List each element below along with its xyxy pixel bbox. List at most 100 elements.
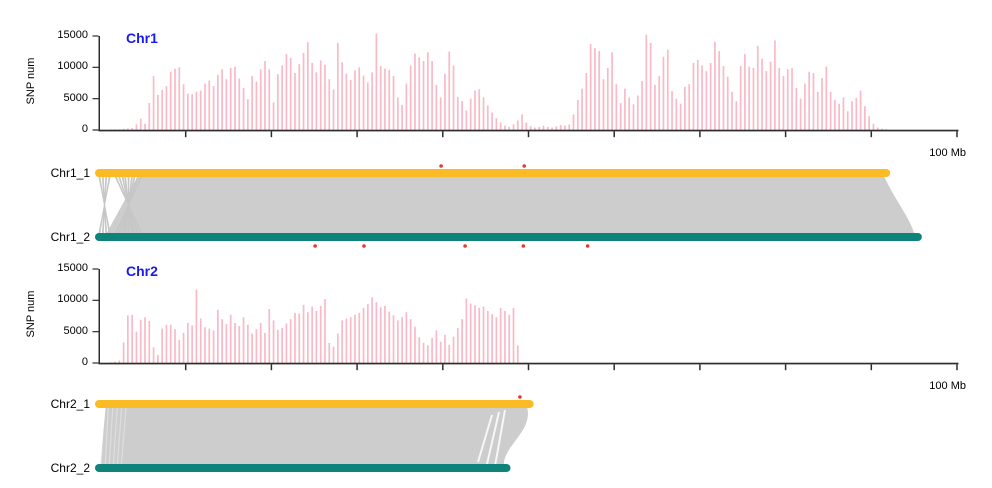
snp-bar [594, 47, 596, 131]
snp-bar [319, 305, 322, 363]
snp-bar [529, 126, 532, 130]
x-axis-tick [527, 364, 530, 371]
snp-bar [246, 324, 249, 363]
snp-bar [204, 83, 206, 130]
snp-bar [221, 69, 223, 130]
y-axis-tick [92, 35, 99, 37]
snp-bar [859, 90, 862, 130]
snp-bar [748, 66, 751, 130]
snp-bar [174, 329, 176, 363]
snp-bar [306, 312, 309, 363]
snp-bar [195, 91, 198, 130]
snp-bar [114, 361, 116, 363]
snp-bar [521, 114, 523, 130]
snp-bar [396, 320, 399, 363]
snp-bar [452, 336, 455, 363]
snp-bar [838, 103, 841, 130]
snp-bar [461, 101, 463, 130]
snp-bar [701, 65, 703, 130]
panel-title-chr2: Chr2 [126, 263, 158, 279]
snp-bar [328, 342, 331, 363]
snp-bar [804, 83, 806, 130]
snp-bar [769, 61, 772, 131]
x-axis-tick [613, 364, 615, 371]
x-axis-tick [527, 131, 530, 138]
snp-bar [379, 66, 382, 130]
snp-bar [216, 74, 219, 130]
ribbon-alignment-line [102, 171, 107, 239]
chromosome-bar-hap2 [95, 233, 922, 241]
snp-bar [675, 98, 678, 130]
synteny-ribbon [104, 172, 916, 238]
snp-bar [666, 49, 669, 130]
snp-bar [182, 332, 185, 363]
snp-bar [624, 88, 626, 130]
ribbon-alignment-line [127, 171, 130, 239]
panel-title-chr1: Chr1 [126, 30, 158, 46]
snp-bar [559, 124, 562, 130]
snp-bar [705, 71, 708, 130]
snp-bar [555, 126, 558, 130]
ribbon-alignment-line [124, 171, 133, 239]
ribbon-alignment-line [101, 171, 108, 239]
snp-bar [199, 318, 202, 363]
snp-bar [516, 120, 519, 130]
snp-bar [396, 97, 399, 130]
y-tick-label: 15000 [57, 29, 88, 41]
snp-bar [465, 110, 468, 130]
snp-bar [542, 125, 545, 130]
snp-bar [238, 326, 241, 363]
snp-bar [692, 62, 695, 130]
snp-bar [611, 52, 613, 130]
y-tick-label: 10000 [57, 293, 88, 305]
snp-bar [225, 324, 228, 363]
snp-bar [332, 89, 335, 130]
snp-bar [332, 346, 335, 363]
track-label-chr2-1: Chr2_1 [50, 397, 90, 411]
snp-bar [405, 312, 408, 363]
x-axis-tick [356, 364, 358, 371]
snp-bar [628, 97, 631, 130]
snp-bar [392, 76, 395, 130]
x-axis-max-label-chr1: 100 Mb [929, 147, 966, 159]
snp-bar [786, 69, 789, 130]
snp-bar [165, 86, 168, 130]
snp-bar [289, 319, 292, 363]
track-label-chr2-2: Chr2_2 [50, 461, 90, 475]
snp-bar [864, 106, 866, 130]
snp-bar [109, 129, 112, 130]
snp-bar [311, 306, 313, 363]
x-axis-tick [956, 131, 958, 138]
snp-bar [636, 95, 639, 130]
snp-bar [474, 305, 476, 363]
snp-bar [208, 80, 211, 130]
snp-bar [846, 111, 849, 130]
snp-bar [324, 299, 326, 363]
snp-bar [491, 314, 493, 363]
snp-bar [469, 303, 472, 363]
snp-bar [499, 122, 502, 130]
snp-bar [371, 297, 373, 363]
x-axis-tick [699, 131, 701, 138]
snp-bar [336, 333, 339, 363]
snp-bar [465, 298, 468, 363]
snp-bar [135, 124, 138, 130]
snp-bar [486, 310, 489, 363]
snp-bar [109, 362, 112, 363]
snp-bar [401, 317, 403, 363]
y-tick-label: 0 [81, 356, 88, 368]
snp-bar [714, 41, 716, 130]
snp-bar [726, 76, 729, 130]
snp-bar [315, 310, 318, 363]
snp-bar [165, 324, 168, 363]
snp-bar [157, 354, 159, 363]
snp-bar [366, 304, 369, 363]
snp-bar [482, 306, 485, 363]
snp-bar [311, 62, 313, 130]
snp-bar [512, 307, 515, 363]
snp-bar [752, 67, 755, 130]
snp-bar [242, 88, 245, 130]
snp-bar [872, 123, 875, 130]
snp-bar [448, 344, 451, 363]
ribbon-alignment-line [102, 171, 107, 239]
